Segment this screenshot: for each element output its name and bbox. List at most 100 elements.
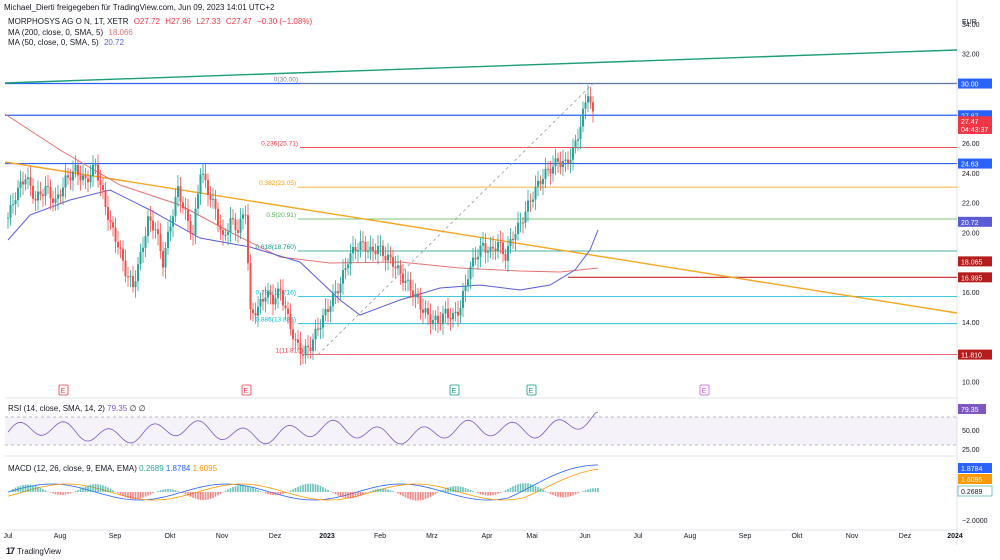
publisher-note: Michael_Dierti freigegeben für TradingVi… — [4, 3, 275, 12]
candle-body — [59, 194, 62, 197]
macd-histogram-bar — [32, 485, 34, 492]
macd-histogram-bar — [37, 486, 39, 492]
macd-histogram-bar — [379, 488, 382, 492]
price-label-bg — [958, 110, 992, 121]
candle-body — [222, 230, 224, 235]
macd-histogram-bar — [157, 491, 159, 492]
candle-body — [519, 222, 522, 224]
candle-body — [39, 191, 42, 195]
macd-histogram-bar — [99, 484, 102, 492]
candle-body — [257, 306, 259, 316]
candle-body — [534, 186, 537, 200]
candle-body — [22, 181, 24, 185]
macd-histogram-bar — [537, 486, 539, 492]
macd-histogram-bar — [464, 487, 467, 492]
candle-body — [147, 216, 149, 237]
candle-body — [179, 186, 182, 203]
candle-body — [354, 246, 357, 251]
price-label: 18.065 — [961, 259, 983, 266]
macd-histogram-bar — [169, 489, 172, 492]
price-label-bg — [958, 78, 992, 89]
candle-body — [139, 251, 142, 265]
macd-histogram-bar — [359, 492, 362, 496]
macd-histogram-bar — [74, 491, 77, 492]
x-tick-label: Nov — [216, 533, 229, 540]
ohlc-open: O27.72 — [133, 17, 160, 26]
macd-histogram-bar — [217, 492, 219, 496]
candle-body — [569, 159, 572, 164]
candle-body — [539, 180, 542, 185]
macd-histogram-bar — [429, 492, 432, 497]
candle-body — [582, 108, 584, 127]
x-tick-label: Dez — [269, 533, 282, 540]
macd-histogram-bar — [389, 490, 392, 492]
macd-histogram-bar — [84, 486, 87, 492]
macd-histogram-bar — [559, 492, 562, 498]
ma50-legend[interactable]: MA (50, close, 0, SMA, 5) 20.72 — [8, 38, 127, 47]
rsi-band — [5, 417, 957, 445]
candle-body — [424, 308, 427, 313]
macd-histogram-bar — [234, 486, 237, 492]
candle-body — [14, 200, 17, 205]
macd-histogram-bar — [17, 486, 19, 492]
candle-body — [462, 290, 464, 308]
candle-body — [159, 234, 162, 252]
candle-body — [247, 215, 249, 264]
symbol-name[interactable]: MORPHOSYS AG O N, 1T, XETR — [8, 17, 129, 26]
candle-body — [469, 266, 472, 280]
candle-body — [199, 174, 202, 194]
candle-body — [584, 102, 587, 109]
price-label: 20.72 — [961, 220, 979, 227]
fib-level-label: 0.5(20.91) — [266, 212, 296, 219]
candle-body — [49, 186, 52, 199]
macd-histogram-bar — [284, 492, 287, 493]
ma200-legend[interactable]: MA (200, close, 0, SMA, 5) 18.066 — [8, 28, 136, 37]
price-label: 30.00 — [961, 82, 979, 89]
candle-body — [464, 285, 467, 291]
x-tick-label: Jul — [634, 533, 643, 540]
macd-histogram-bar — [462, 487, 464, 492]
rsi-legend[interactable]: RSI (14, close, SMA, 14, 2) 79.35 ∅ ∅ — [8, 404, 146, 413]
candle-body — [394, 266, 397, 269]
candle-body — [379, 245, 382, 247]
candle-body — [152, 220, 154, 231]
candle-body — [387, 254, 389, 261]
macd-histogram-bar — [459, 486, 462, 492]
macd-histogram-bar — [457, 486, 459, 492]
macd-histogram-bar — [489, 492, 492, 496]
macd-histogram-bar — [532, 484, 534, 492]
candle-body — [212, 198, 214, 200]
macd-histogram-bar — [347, 492, 349, 499]
candle-body — [119, 247, 122, 249]
candle-body — [497, 241, 499, 252]
x-tick-label: Mrz — [426, 533, 438, 540]
macd-histogram-bar — [447, 487, 449, 492]
macd-histogram-bar — [377, 488, 379, 492]
candle-body — [64, 175, 67, 188]
macd-histogram-bar — [562, 492, 564, 498]
macd-legend[interactable]: MACD (12, 26, close, 9, EMA, EMA) 0.2689… — [8, 464, 217, 473]
x-tick-label: Jul — [4, 533, 13, 540]
candle-body — [172, 216, 174, 227]
macd-hist-value: 0.2689 — [139, 464, 164, 473]
macd-histogram-bar — [112, 490, 114, 492]
macd-histogram-bar — [509, 487, 512, 492]
macd-histogram-bar — [219, 492, 222, 494]
ohlc-close: C27.47 — [225, 17, 252, 26]
macd-histogram-bar — [422, 492, 424, 500]
macd-histogram-bar — [299, 485, 302, 492]
candle-body — [514, 233, 517, 240]
macd-histogram-bar — [362, 492, 364, 495]
x-tick-label: Okt — [165, 533, 176, 540]
macd-histogram-bar — [92, 484, 94, 492]
candle-body — [292, 329, 294, 340]
candle-body — [507, 246, 509, 261]
macd-histogram-bar — [492, 492, 494, 496]
candle-body — [544, 168, 547, 179]
candle-body — [129, 276, 132, 278]
macd-histogram-bar — [142, 492, 144, 498]
candle-body — [47, 185, 49, 187]
price-label: 27.47 — [961, 119, 979, 126]
candle-body — [27, 177, 29, 180]
